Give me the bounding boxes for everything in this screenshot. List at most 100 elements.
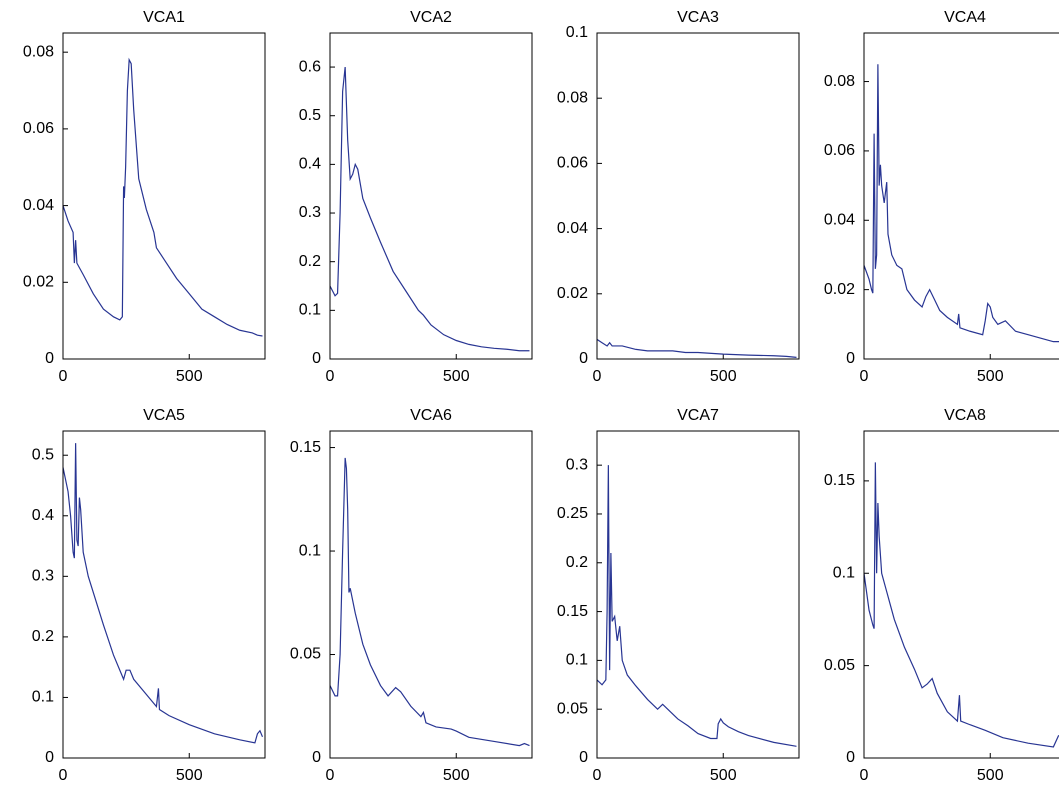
x-tick-label: 500 — [443, 368, 470, 385]
subplot-title: VCA7 — [677, 407, 719, 424]
plot-area — [597, 465, 797, 747]
y-tick-label: 0.3 — [32, 568, 54, 585]
y-tick-label: 0 — [312, 749, 321, 766]
axes-box — [329, 32, 533, 360]
subplot: VCA3 0 0.02 0.04 0.06 0.08 0.1 0 500 — [557, 9, 800, 385]
data-line — [864, 462, 1059, 748]
x-tick-label: 500 — [176, 368, 203, 385]
y-tick-label: 0.5 — [299, 107, 321, 124]
y-tick-label: 0.06 — [23, 120, 54, 137]
x-tick-label: 500 — [977, 767, 1004, 784]
y-tick-label: 0.04 — [23, 197, 54, 214]
y-tick-label: 0.2 — [32, 628, 54, 645]
y-tick-label: 0 — [846, 749, 855, 766]
y-tick-label: 0.4 — [32, 507, 54, 524]
y-tick-label: 0.1 — [299, 302, 321, 319]
data-line — [63, 443, 264, 744]
subplot: VCA1 0 0.02 0.04 0.06 0.08 0 500 — [23, 9, 266, 385]
x-tick-label: 500 — [977, 368, 1004, 385]
y-tick-label: 0 — [579, 350, 588, 367]
axes-box — [863, 430, 1059, 759]
plot-area — [63, 57, 263, 337]
y-tick-label: 0.25 — [557, 505, 588, 522]
plot-area — [330, 457, 530, 747]
subplot-title: VCA6 — [410, 407, 452, 424]
y-tick-label: 0.04 — [824, 211, 855, 228]
y-tick-label: 0.3 — [299, 204, 321, 221]
y-tick-label: 0.02 — [23, 274, 54, 291]
plot-area — [597, 338, 797, 358]
y-tick-label: 0 — [579, 749, 588, 766]
data-line — [597, 465, 797, 747]
y-tick-label: 0.2 — [566, 554, 588, 571]
y-tick-label: 0.05 — [824, 657, 855, 674]
axes-box — [62, 430, 266, 759]
x-tick-label: 0 — [860, 368, 869, 385]
y-tick-label: 0.1 — [32, 689, 54, 706]
data-line — [330, 66, 530, 352]
axes-box — [329, 430, 533, 759]
subplot: VCA4 0 0.02 0.04 0.06 0.08 0 500 — [824, 9, 1059, 385]
x-tick-label: 0 — [59, 767, 68, 784]
x-tick-label: 0 — [59, 368, 68, 385]
y-tick-label: 0.05 — [557, 700, 588, 717]
data-line — [597, 338, 797, 358]
subplot: VCA2 0 0.1 0.2 0.3 0.4 0.5 0.6 0 500 — [299, 9, 533, 385]
x-tick-label: 0 — [326, 767, 335, 784]
subplot: VCA7 0 0.05 0.1 0.15 0.2 0.25 0.3 0 500 — [557, 407, 800, 784]
axes-box — [62, 32, 266, 360]
subplot-title: VCA8 — [944, 407, 986, 424]
y-tick-label: 0.15 — [290, 439, 321, 456]
y-tick-label: 0.1 — [566, 24, 588, 41]
axes-box — [863, 32, 1059, 360]
data-line — [330, 457, 530, 747]
data-line — [864, 64, 1059, 343]
y-tick-label: 0 — [45, 350, 54, 367]
y-tick-label: 0.1 — [566, 652, 588, 669]
y-tick-label: 0.15 — [557, 603, 588, 620]
y-tick-label: 0 — [312, 350, 321, 367]
plot-area — [864, 462, 1059, 748]
y-tick-label: 0.1 — [833, 564, 855, 581]
subplot-title: VCA5 — [143, 407, 185, 424]
subplot-title: VCA3 — [677, 9, 719, 26]
y-tick-label: 0.4 — [299, 156, 321, 173]
y-tick-label: 0 — [846, 350, 855, 367]
y-tick-label: 0.05 — [290, 646, 321, 663]
y-tick-label: 0.2 — [299, 253, 321, 270]
y-tick-label: 0.08 — [824, 73, 855, 90]
x-tick-label: 0 — [326, 368, 335, 385]
data-line — [63, 57, 263, 337]
subplot-title: VCA4 — [944, 9, 986, 26]
x-tick-label: 0 — [593, 368, 602, 385]
axes-box — [596, 32, 800, 360]
subplot: VCA5 0 0.1 0.2 0.3 0.4 0.5 0 500 — [32, 407, 266, 784]
y-tick-label: 0.5 — [32, 446, 54, 463]
y-tick-label: 0.04 — [557, 220, 588, 237]
plot-area — [864, 64, 1059, 343]
y-tick-label: 0.08 — [23, 43, 54, 60]
y-tick-label: 0.3 — [566, 456, 588, 473]
x-tick-label: 0 — [593, 767, 602, 784]
y-tick-label: 0.02 — [557, 285, 588, 302]
subplot: VCA6 0 0.05 0.1 0.15 0 500 — [290, 407, 533, 784]
axes-box — [596, 430, 800, 759]
x-tick-label: 500 — [443, 767, 470, 784]
y-tick-label: 0 — [45, 749, 54, 766]
y-tick-label: 0.6 — [299, 58, 321, 75]
x-tick-label: 500 — [710, 368, 737, 385]
x-tick-label: 500 — [710, 767, 737, 784]
y-tick-label: 0.06 — [824, 142, 855, 159]
y-tick-label: 0.02 — [824, 281, 855, 298]
y-tick-label: 0.1 — [299, 542, 321, 559]
y-tick-label: 0.15 — [824, 472, 855, 489]
y-tick-label: 0.06 — [557, 155, 588, 172]
plot-area — [63, 443, 264, 744]
x-tick-label: 0 — [860, 767, 869, 784]
subplot-title: VCA2 — [410, 9, 452, 26]
subplot-title: VCA1 — [143, 9, 185, 26]
y-tick-label: 0.08 — [557, 89, 588, 106]
x-tick-label: 500 — [176, 767, 203, 784]
subplot: VCA8 0 0.05 0.1 0.15 0 500 — [824, 407, 1059, 784]
